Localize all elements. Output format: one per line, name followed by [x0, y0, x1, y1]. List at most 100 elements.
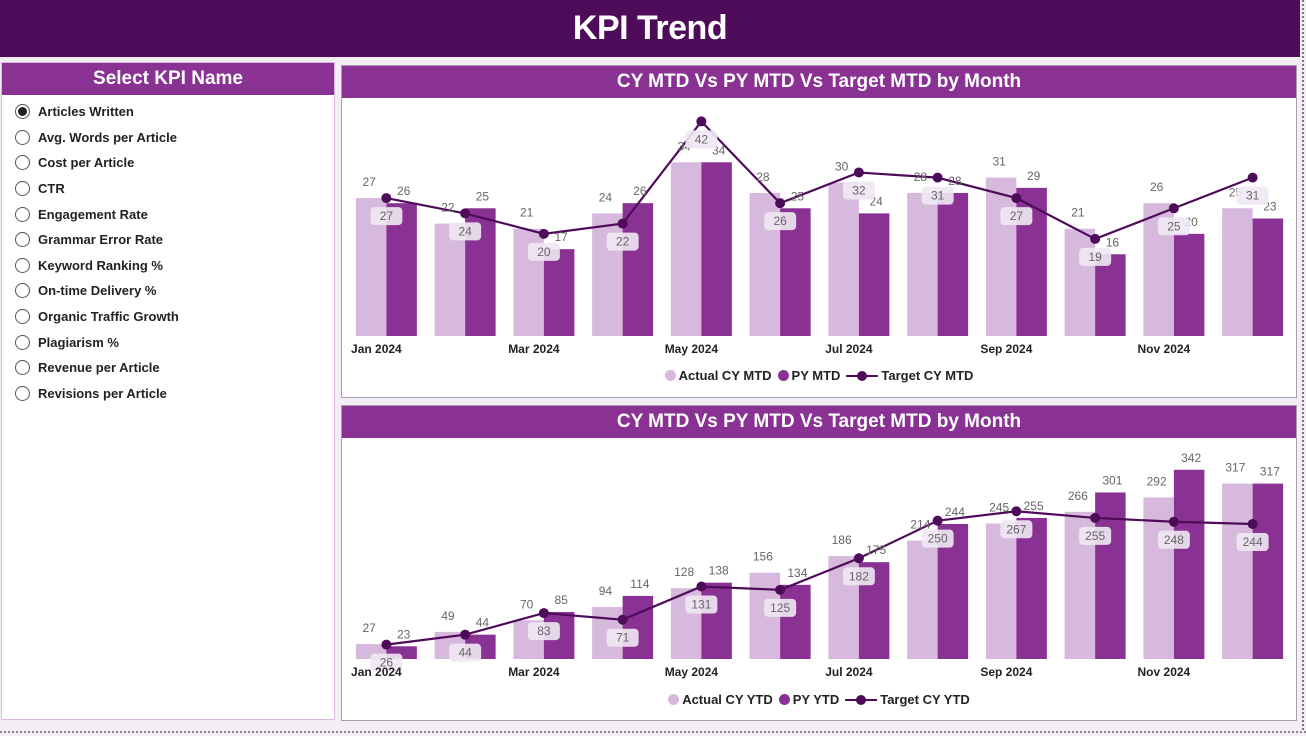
kpi-option[interactable]: Engagement Rate	[15, 201, 334, 227]
target-point[interactable]	[1090, 233, 1101, 244]
legend-item-actual[interactable]: Actual CY MTD	[664, 368, 772, 383]
target-point[interactable]	[1090, 512, 1101, 523]
legend-item-target[interactable]: Target CY MTD	[846, 368, 973, 383]
legend-item-py[interactable]: PY YTD	[778, 692, 839, 707]
bar-actual[interactable]	[434, 223, 466, 336]
legend-item-actual[interactable]: Actual CY YTD	[668, 692, 773, 707]
radio-button[interactable]	[15, 129, 30, 145]
target-point[interactable]	[617, 218, 628, 229]
label-target: 71	[616, 631, 630, 645]
kpi-option[interactable]: Revisions per Article	[15, 381, 334, 407]
target-point[interactable]	[853, 167, 864, 178]
bar-py[interactable]	[1173, 469, 1205, 659]
kpi-option[interactable]: Organic Traffic Growth	[15, 304, 334, 330]
radio-button[interactable]	[15, 283, 30, 299]
bar-actual[interactable]	[1064, 228, 1096, 336]
radio-button[interactable]	[15, 104, 30, 120]
bar-py[interactable]	[1095, 254, 1126, 336]
target-point[interactable]	[538, 608, 549, 619]
target-point[interactable]	[1011, 193, 1022, 204]
target-point[interactable]	[853, 553, 864, 564]
kpi-option[interactable]: Plagiarism %	[15, 329, 334, 355]
target-point[interactable]	[617, 614, 628, 625]
bar-py[interactable]	[1173, 233, 1205, 336]
target-point[interactable]	[932, 515, 943, 526]
target-point[interactable]	[381, 193, 392, 204]
kpi-option[interactable]: Revenue per Article	[15, 355, 334, 381]
radio-button[interactable]	[15, 360, 30, 376]
label-py: 134	[787, 566, 807, 580]
bar-actual[interactable]	[1222, 208, 1253, 336]
kpi-option-label: On-time Delivery %	[38, 283, 157, 299]
kpi-option[interactable]: CTR	[15, 176, 334, 202]
bar-py[interactable]	[543, 249, 575, 336]
radio-button[interactable]	[15, 257, 30, 273]
kpi-option[interactable]: Keyword Ranking %	[15, 253, 334, 279]
label-py: 175	[866, 543, 886, 557]
radio-button[interactable]	[15, 232, 30, 248]
label-target-bg	[1236, 186, 1269, 205]
bar-actual[interactable]	[907, 540, 938, 659]
label-target-bg	[1079, 526, 1112, 545]
label-target-bg	[527, 242, 560, 261]
x-tick-label: Mar 2024	[508, 342, 560, 356]
bar-py[interactable]	[622, 203, 654, 336]
target-point[interactable]	[460, 208, 471, 219]
label-target: 83	[537, 624, 551, 638]
target-point[interactable]	[932, 172, 943, 183]
target-point[interactable]	[1168, 203, 1179, 214]
target-point[interactable]	[381, 639, 392, 650]
radio-button[interactable]	[15, 334, 30, 350]
kpi-option[interactable]: Articles Written	[15, 99, 334, 125]
bar-py[interactable]	[858, 213, 890, 336]
bar-py[interactable]	[780, 584, 811, 659]
bar-py[interactable]	[937, 192, 969, 336]
bar-py[interactable]	[1016, 517, 1047, 659]
label-actual: 24	[599, 190, 613, 204]
target-point[interactable]	[696, 581, 707, 592]
bar-actual[interactable]	[592, 213, 623, 336]
legend-item-py[interactable]: PY MTD	[777, 368, 840, 383]
label-target-bg	[527, 622, 560, 641]
kpi-option[interactable]: Cost per Article	[15, 150, 334, 176]
label-actual: 245	[989, 500, 1009, 514]
legend-item-target[interactable]: Target CY YTD	[845, 692, 970, 707]
bar-py[interactable]	[1252, 218, 1284, 337]
target-point[interactable]	[775, 584, 786, 595]
label-actual: 31	[992, 155, 1006, 169]
target-point[interactable]	[538, 228, 549, 239]
target-point[interactable]	[460, 629, 471, 640]
x-tick-label: May 2024	[665, 665, 719, 679]
kpi-option[interactable]: Avg. Words per Article	[15, 125, 334, 151]
target-point[interactable]	[1168, 516, 1179, 527]
bar-py[interactable]	[701, 582, 732, 659]
radio-button[interactable]	[15, 385, 30, 401]
bar-actual[interactable]	[670, 162, 702, 336]
bar-actual[interactable]	[1222, 483, 1253, 659]
target-point[interactable]	[1247, 518, 1258, 529]
radio-button[interactable]	[15, 206, 30, 222]
bar-actual[interactable]	[985, 523, 1017, 659]
radio-button[interactable]	[15, 181, 30, 197]
radio-button[interactable]	[15, 155, 30, 171]
kpi-option[interactable]: On-time Delivery %	[15, 278, 334, 304]
label-target-bg	[606, 232, 639, 251]
target-point[interactable]	[696, 116, 707, 127]
kpi-option[interactable]: Grammar Error Rate	[15, 227, 334, 253]
bar-actual[interactable]	[1143, 497, 1174, 659]
target-point[interactable]	[1247, 172, 1258, 183]
bar-py[interactable]	[386, 203, 417, 336]
bar-actual[interactable]	[985, 177, 1017, 336]
bar-actual[interactable]	[907, 192, 938, 336]
target-point[interactable]	[775, 198, 786, 209]
label-target-bg	[764, 598, 797, 617]
bar-py[interactable]	[1252, 483, 1284, 659]
x-tick-label: Jan 2024	[351, 665, 402, 679]
bar-actual[interactable]	[828, 182, 859, 336]
label-target: 20	[537, 245, 551, 259]
label-target-bg	[1000, 520, 1033, 539]
bar-py[interactable]	[701, 162, 732, 336]
bar-py[interactable]	[622, 595, 654, 659]
radio-button[interactable]	[15, 309, 30, 325]
target-point[interactable]	[1011, 506, 1022, 517]
